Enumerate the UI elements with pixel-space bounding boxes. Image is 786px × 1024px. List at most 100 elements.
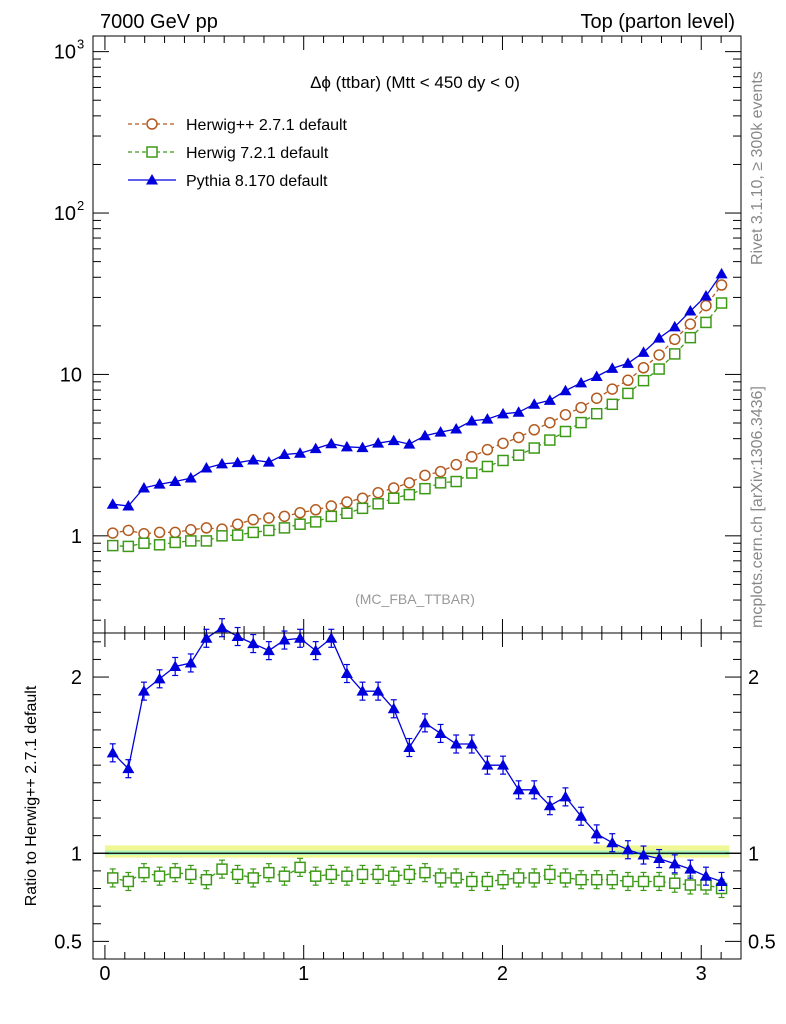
main-point <box>247 454 260 465</box>
ratio-point <box>356 685 369 696</box>
main-point <box>247 526 259 539</box>
main-point <box>278 510 291 523</box>
watermark: (MC_FBA_TTBAR) <box>355 591 475 607</box>
main-point <box>263 512 275 524</box>
ratio-y-tick-label: 0.5 <box>54 931 82 953</box>
main-point <box>544 416 556 429</box>
ratio-point <box>356 868 369 881</box>
main-point <box>309 442 322 454</box>
ratio-point <box>106 746 119 758</box>
ratio-point <box>575 873 587 886</box>
ratio-point <box>403 868 416 881</box>
ratio-point <box>263 866 275 879</box>
ratio-point <box>544 868 556 881</box>
ratio-point <box>262 644 275 656</box>
main-point <box>419 482 431 495</box>
ratio-point <box>169 660 182 671</box>
x-tick-label: 3 <box>696 963 707 985</box>
main-point <box>512 406 525 417</box>
main-point <box>450 423 463 434</box>
ratio-point <box>668 877 681 889</box>
ratio-point <box>668 857 681 869</box>
ratio-point <box>372 868 384 881</box>
rivet-label: Rivet 3.1.10, ≥ 300k events <box>749 71 766 265</box>
main-point <box>512 431 525 444</box>
ratio-series-0 <box>106 857 728 899</box>
main-point <box>169 475 182 487</box>
main-point <box>185 524 197 536</box>
main-point <box>106 539 119 552</box>
main-point <box>434 465 447 478</box>
main-point <box>138 528 150 540</box>
ratio-point <box>138 866 150 879</box>
main-series-line <box>112 284 723 535</box>
main-point <box>341 507 353 520</box>
main-point <box>528 424 540 436</box>
legend-marker <box>146 146 158 158</box>
header-right: Top (parton level) <box>580 11 735 33</box>
main-point <box>169 526 181 539</box>
main-point <box>325 500 338 512</box>
ratio-point <box>559 872 572 884</box>
ratio-point <box>450 738 463 749</box>
ratio-y-tick-label: 2 <box>71 667 82 689</box>
ratio-point <box>403 741 416 753</box>
main-point <box>715 267 728 279</box>
main-point <box>481 443 494 456</box>
main-point <box>575 376 588 388</box>
ratio-point <box>309 644 322 656</box>
main-point <box>106 527 119 539</box>
main-point <box>184 472 197 483</box>
main-point <box>169 536 181 549</box>
main-point <box>653 363 665 375</box>
main-point <box>372 486 384 499</box>
legend-label: Herwig++ 2.7.1 default <box>186 117 348 134</box>
legend-label: Herwig 7.2.1 default <box>186 145 329 162</box>
main-point <box>356 492 369 504</box>
main-point <box>138 537 150 549</box>
main-point <box>294 518 306 530</box>
ratio-point <box>543 799 556 811</box>
ratio-point <box>231 630 244 642</box>
y-tick-exponent: 2 <box>77 198 84 213</box>
main-point <box>434 426 447 437</box>
main-point <box>700 299 712 312</box>
ratio-point <box>372 685 385 696</box>
ratio-point <box>434 872 447 884</box>
main-point <box>528 398 541 409</box>
y-tick-label: 10 <box>54 203 76 225</box>
main-point <box>356 502 369 515</box>
main-point <box>668 348 681 360</box>
ratio-point <box>653 875 665 888</box>
y-tick-label: 1 <box>71 526 82 548</box>
header-left: 7000 GeV pp <box>100 11 218 33</box>
main-point <box>122 524 135 537</box>
ratio-point <box>278 870 291 882</box>
main-point <box>341 496 353 508</box>
legend-entry: Pythia 8.170 default <box>128 173 328 190</box>
main-point <box>466 451 478 463</box>
y-tick-label: 10 <box>60 364 82 386</box>
main-point <box>153 526 166 539</box>
ratio-point <box>325 868 338 881</box>
ratio-point <box>606 873 619 886</box>
ratio-point <box>309 870 322 882</box>
main-point <box>340 440 353 452</box>
main-series-0 <box>106 279 728 540</box>
main-point <box>700 316 712 329</box>
ratio-y-tick-label-right: 0.5 <box>748 931 776 953</box>
main-point <box>559 384 572 396</box>
ratio-point <box>699 870 712 881</box>
main-point <box>497 407 510 419</box>
ratio-point <box>106 872 119 884</box>
x-tick-label: 1 <box>298 963 309 985</box>
ratio-point <box>606 836 619 848</box>
ratio-series-line <box>112 866 722 890</box>
main-point <box>278 448 291 460</box>
ratio-point <box>153 672 166 684</box>
main-point <box>247 513 259 526</box>
main-point <box>684 331 697 344</box>
main-point <box>668 320 681 332</box>
